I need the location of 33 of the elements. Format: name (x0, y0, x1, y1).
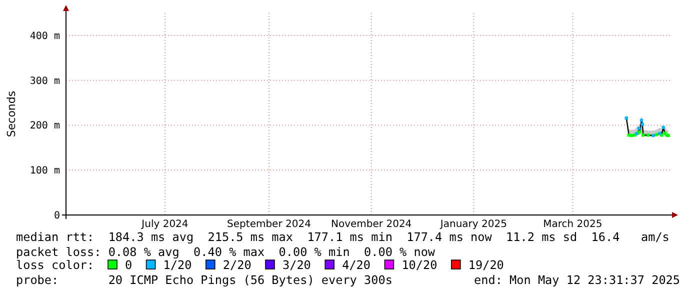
legend-label: 0 (125, 258, 132, 272)
point (654, 133, 658, 136)
legend-label: 2/20 (222, 258, 252, 272)
point (637, 126, 641, 130)
point (642, 134, 645, 137)
point (624, 116, 628, 120)
legend-label: 3/20 (282, 258, 311, 272)
y-axis-title: Seconds (5, 90, 18, 138)
x-tick-label: November 2024 (331, 219, 412, 230)
legend-title: loss color: (16, 258, 94, 272)
y-tick-label: 300 m (30, 76, 60, 87)
legend-label: 19/20 (468, 258, 504, 272)
legend-label: 4/20 (342, 258, 371, 272)
y-tick-label: 200 m (30, 120, 60, 132)
point (630, 134, 633, 138)
point (640, 118, 644, 122)
y-tick-label: 100 m (30, 166, 60, 177)
text: end: Mon May 12 23:31:37 2025 (474, 273, 680, 287)
text: packet loss: 0.08 % avg 0.40 % max 0.00 % min 0.00 % now (16, 245, 436, 259)
text: median rtt: 184.3 ms avg 215.5 ms max 177.1 ms min 177.4 ms now 11.2 ms sd 16.4 am/s (16, 230, 670, 244)
point (646, 134, 650, 137)
x-tick-label: July 2024 (140, 219, 188, 230)
x-tick-label: March 2025 (543, 219, 602, 230)
y-tick-label: 400 m (30, 30, 60, 42)
legend-label: 10/20 (402, 258, 438, 272)
y-tick-label: 0 (54, 210, 60, 222)
x-tick-label: September 2024 (227, 219, 311, 230)
text: probe: 20 ICMP Echo Pings (56 Bytes) every 300s (16, 273, 392, 287)
point (652, 134, 655, 138)
point (640, 122, 644, 126)
x-tick-label: January 2025 (439, 219, 507, 230)
legend-label: 1/20 (163, 258, 192, 272)
point (662, 126, 665, 130)
